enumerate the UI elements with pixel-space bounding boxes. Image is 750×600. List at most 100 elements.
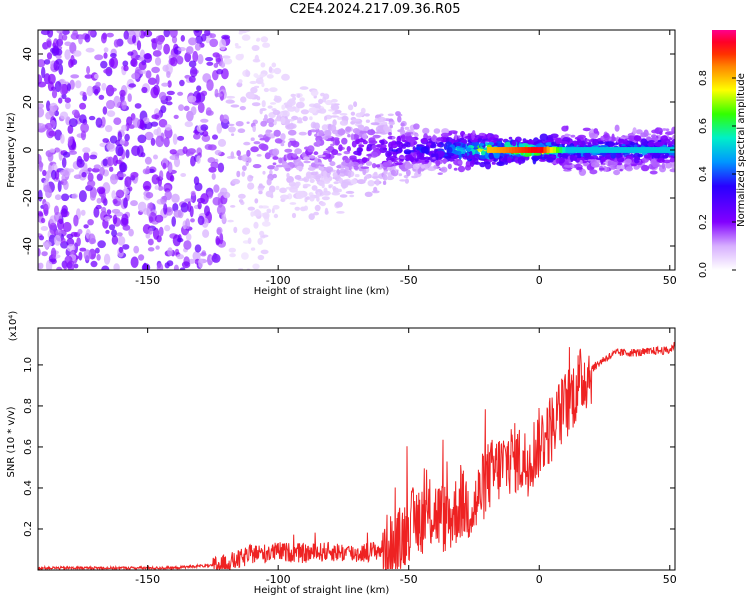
spectrogram-cell bbox=[193, 133, 201, 140]
x-tick-label: 0 bbox=[536, 573, 543, 586]
spectrogram-cell bbox=[660, 135, 668, 142]
x-tick-label: 50 bbox=[663, 274, 677, 287]
spectrogram-cell bbox=[73, 174, 82, 179]
spectrogram-cell bbox=[160, 195, 167, 205]
spectrogram-cell bbox=[260, 120, 267, 127]
spectrogram-cell bbox=[205, 33, 211, 44]
snr-frame bbox=[37, 327, 676, 571]
spectrogram-cell bbox=[121, 213, 129, 226]
spectrogram-cell bbox=[235, 121, 244, 127]
spectrogram-cell bbox=[167, 80, 172, 88]
spectrogram-cell bbox=[605, 155, 611, 159]
spectrogram-ridge-cell bbox=[540, 147, 545, 153]
spectrogram-cell bbox=[134, 66, 141, 79]
spectrogram-cell bbox=[347, 104, 354, 111]
spectrogram-cell bbox=[630, 141, 636, 146]
spectrogram-cell bbox=[323, 93, 330, 100]
spectrogram-cell bbox=[436, 137, 444, 141]
spectrogram-cell bbox=[41, 66, 46, 79]
spectrogram-cell bbox=[245, 70, 251, 77]
spectrogram-ridge-cell bbox=[487, 147, 491, 153]
spectrogram-cell bbox=[73, 263, 79, 269]
spectrogram-cell bbox=[84, 33, 91, 43]
spectrogram-cell bbox=[395, 140, 402, 145]
spectrogram-cell bbox=[302, 178, 307, 181]
spectrogram-cell bbox=[317, 154, 326, 158]
spectrogram-cell bbox=[64, 41, 72, 47]
spectrogram-cell bbox=[370, 122, 380, 126]
spectrogram-cell bbox=[350, 178, 358, 185]
spectrogram-cell bbox=[323, 178, 331, 184]
spectrogram-cell bbox=[653, 151, 659, 158]
spectrogram-cell bbox=[189, 205, 194, 218]
spectrogram-cell bbox=[253, 221, 259, 229]
spectrogram-cell bbox=[488, 152, 494, 160]
spectrogram-cell bbox=[310, 162, 317, 168]
y-tick-label: 0.2 bbox=[23, 521, 34, 537]
spectrogram-ridge-cell bbox=[496, 147, 501, 153]
spectrogram-cell bbox=[368, 140, 378, 145]
spectrogram-ridge-cell bbox=[584, 147, 589, 153]
spectrogram-cell bbox=[345, 166, 350, 171]
spectrogram-cell bbox=[504, 141, 512, 149]
spectrogram-cell bbox=[238, 337, 244, 340]
spectrogram-cell bbox=[188, 75, 196, 83]
spectrogram-cell bbox=[366, 153, 372, 157]
spectrogram-cell bbox=[360, 166, 370, 169]
spectrogram-cell bbox=[289, 202, 297, 205]
spectrogram-cell bbox=[43, 203, 49, 215]
spectrogram-cell bbox=[153, 154, 158, 160]
spectrogram-cell bbox=[147, 247, 155, 252]
spectrogram-cell bbox=[188, 258, 196, 264]
spectrogram-cell bbox=[380, 139, 385, 145]
spectrogram-cell bbox=[268, 122, 275, 128]
spectrogram-cell bbox=[217, 138, 227, 147]
spectrogram-cell bbox=[110, 53, 117, 58]
spectrogram-cell bbox=[440, 136, 447, 143]
spectrogram-cell bbox=[128, 186, 133, 192]
spectrogram-cell bbox=[252, 263, 260, 270]
spectrogram-cell bbox=[670, 131, 675, 134]
spectrogram-cell bbox=[207, 157, 216, 164]
spectrogram-cell bbox=[156, 263, 164, 270]
spectrogram-cell bbox=[453, 167, 458, 171]
spectrogram-cell bbox=[367, 180, 375, 187]
spectrogram-cell bbox=[332, 137, 340, 141]
spectrogram-cell bbox=[362, 133, 368, 140]
spectrogram-cell bbox=[245, 160, 249, 167]
spectrogram-cell bbox=[91, 85, 101, 95]
spectrogram-cell bbox=[274, 138, 283, 144]
spectrogram-cell bbox=[625, 166, 633, 172]
spectrogram-cell bbox=[280, 194, 289, 200]
spectrogram-cell bbox=[593, 128, 599, 134]
spectrogram-cell bbox=[238, 31, 243, 35]
spectrogram-cell bbox=[171, 216, 176, 227]
spectrogram-cell bbox=[354, 174, 360, 178]
spectrogram-cell bbox=[185, 233, 192, 241]
spectrogram-cell bbox=[41, 251, 48, 257]
spectrogram-cell bbox=[616, 164, 625, 172]
spectrogram-cell bbox=[188, 60, 197, 68]
spectrogram-cell bbox=[196, 197, 206, 204]
spectrogram-cell bbox=[239, 106, 246, 111]
spectrogram-cell bbox=[260, 108, 267, 111]
spectrogram-cell bbox=[241, 171, 246, 177]
spectrogram-cell bbox=[57, 218, 64, 231]
spectrogram-cell bbox=[353, 101, 358, 108]
spectrogram-cell bbox=[648, 140, 655, 143]
spectrogram-cell bbox=[430, 143, 437, 149]
spectrogram-cell bbox=[205, 57, 214, 62]
spectrogram-cell bbox=[572, 153, 582, 156]
spectrogram-cell bbox=[358, 144, 365, 148]
spectrogram-cell bbox=[324, 129, 332, 137]
spectrogram-cell bbox=[318, 130, 324, 137]
spectrogram-cell bbox=[565, 125, 569, 130]
spectrogram-cell bbox=[391, 149, 398, 152]
spectrogram-cell bbox=[87, 30, 96, 36]
spectrogram-cell bbox=[65, 102, 71, 110]
spectrogram-cell bbox=[288, 138, 296, 141]
spectrogram-cell bbox=[78, 190, 87, 203]
spectrogram-cell bbox=[194, 182, 203, 192]
spectrogram-cell bbox=[184, 52, 192, 63]
spectrogram-cell bbox=[163, 203, 168, 215]
